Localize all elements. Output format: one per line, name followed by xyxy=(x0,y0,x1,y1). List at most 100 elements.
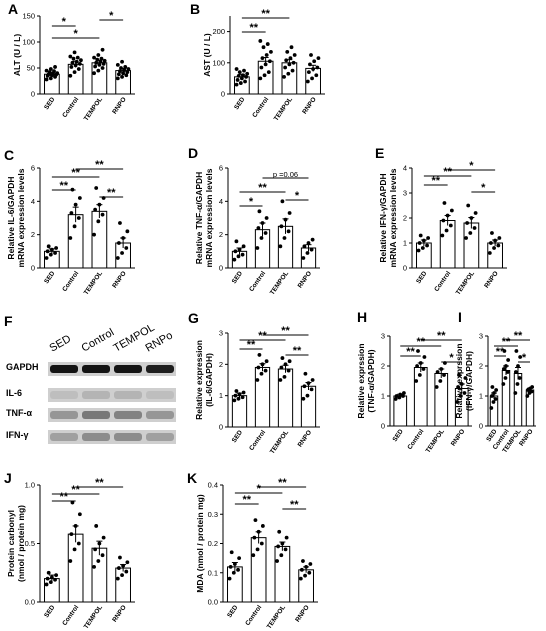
panel-i-data-point xyxy=(493,397,498,401)
panel-c-data-point xyxy=(120,251,124,255)
panel-a: A 0 50 100 150 ALT (U / L) SED Control TEMPOL RNP… xyxy=(8,1,135,122)
panel-g-data-point xyxy=(282,374,287,379)
panel-a-xtick-label: SED xyxy=(43,96,57,111)
panel-k-data-point xyxy=(260,524,265,528)
panel-h-xtick-label: TEMPOL xyxy=(425,428,446,454)
panel-h-sig-label: * xyxy=(449,352,454,364)
panel-b-data-point xyxy=(286,71,291,76)
panel-b-data-point xyxy=(262,73,267,78)
panel-k-data-point xyxy=(303,573,307,578)
panel-i-data-point xyxy=(530,385,535,389)
panel-d-data-point xyxy=(259,236,264,240)
panel-a-data-point xyxy=(76,67,81,71)
panel-a-data-point xyxy=(120,59,124,64)
panel-b-xtick-label: RNPO xyxy=(301,96,318,115)
panel-a-data-point xyxy=(48,76,53,81)
panel-b-data-point xyxy=(312,59,317,64)
panel-e-sig-label: ** xyxy=(431,175,440,187)
panel-g-sig-label: ** xyxy=(281,325,290,337)
panel-d-data-point xyxy=(256,226,261,230)
panel-h-data-point xyxy=(458,394,463,398)
panel-h-xtick-label: Control xyxy=(406,428,425,451)
panel-c-data-point xyxy=(46,244,51,249)
panel-e-data-point xyxy=(472,226,477,230)
blot-column-label: SED xyxy=(48,333,74,355)
panel-a-xtick-label: Control xyxy=(61,96,80,119)
panel-j-sig-label: ** xyxy=(59,491,68,503)
blot-band xyxy=(114,411,142,419)
panel-i-data-point xyxy=(506,358,511,362)
panel-h-data-point xyxy=(455,400,460,404)
panel-h-sig-label: ** xyxy=(416,336,425,348)
panel-g-xtick-label: TEMPOL xyxy=(269,429,290,455)
panel-k-label: K xyxy=(187,470,197,486)
panel-a-data-point xyxy=(96,68,101,73)
panel-b-data-point xyxy=(283,65,288,70)
panel-g-data-point xyxy=(237,392,242,396)
panel-g-xtick-label: Control xyxy=(248,429,267,452)
panel-c-data-point xyxy=(53,251,57,255)
panel-g-data-point xyxy=(306,381,311,386)
panel-j-sig-label: ** xyxy=(71,484,80,496)
panel-g-ytick-label: 0 xyxy=(219,423,223,432)
panel-i-data-point xyxy=(525,394,530,398)
panel-b-data-point xyxy=(236,74,241,78)
panel-e-data-point xyxy=(487,251,492,255)
panel-e-data-point xyxy=(469,216,474,220)
panel-g-data-point xyxy=(309,387,314,392)
panel-h-data-point xyxy=(418,361,423,365)
panel-h-y-title: Relative exprssion(TNF-α/GAPDH) xyxy=(356,343,376,418)
panel-i-sig-label: * xyxy=(522,352,527,364)
panel-e-data-point xyxy=(425,243,429,248)
panel-b-data-point xyxy=(316,56,321,61)
panel-a-data-point xyxy=(122,68,127,72)
panel-i-data-point xyxy=(513,391,518,395)
panel-a-data-point xyxy=(120,74,124,79)
panel-e-data-point xyxy=(442,201,447,205)
panel-b-sig-label: ** xyxy=(249,22,258,34)
panel-d-data-point xyxy=(255,246,260,250)
panel-e-y-title-line: mRNA expression levels xyxy=(388,168,398,267)
panel-b-data-point xyxy=(269,49,273,54)
panel-f-label: F xyxy=(4,313,13,329)
panel-a-data-point xyxy=(115,76,120,81)
panel-g-y-title: Relative expression(IL-6/GAPDH) xyxy=(194,340,214,420)
panel-d-data-point xyxy=(305,251,310,255)
panel-c-ytick-label: 0 xyxy=(31,264,35,273)
panel-b-ytick-label: 100 xyxy=(212,58,225,67)
panel-h-data-point xyxy=(414,379,419,383)
panel-c-data-point xyxy=(68,236,73,240)
blot-lane-strip xyxy=(48,408,176,422)
panel-k-data-point xyxy=(277,529,282,534)
panel-b-data-point xyxy=(288,56,293,61)
panel-e-data-point xyxy=(490,231,494,235)
panel-e-data-point xyxy=(465,221,470,225)
panel-j-ytick-label: 0.0 xyxy=(25,598,35,607)
panel-h-data-point xyxy=(442,373,446,377)
panel-g-bar-rnpo xyxy=(300,385,317,428)
panel-k-data-point xyxy=(253,518,258,522)
panel-a-data-point xyxy=(94,60,99,65)
panel-i-data-point xyxy=(501,367,506,371)
panel-k-data-point xyxy=(284,535,289,540)
panel-i-sig-label: ** xyxy=(502,336,511,348)
panel-h-label: H xyxy=(357,309,367,325)
panel-h-sig-label: ** xyxy=(406,346,415,358)
panel-k-data-point xyxy=(237,556,242,561)
panel-b-data-point xyxy=(258,39,263,43)
panel-d-data-point xyxy=(278,244,283,249)
panel-d-data-point xyxy=(309,247,314,252)
panel-j-xtick-label: Control xyxy=(61,604,80,627)
panel-h-data-point xyxy=(421,367,426,371)
panel-j-data-point xyxy=(100,553,105,558)
panel-k-data-point xyxy=(301,559,305,563)
panel-d-data-point xyxy=(306,241,311,245)
panel-d-data-point xyxy=(280,199,285,204)
panel-c-data-point xyxy=(49,247,54,252)
panel-k-data-point xyxy=(255,547,260,552)
panel-i-data-point xyxy=(517,376,522,380)
panel-j-data-point xyxy=(125,560,130,565)
panel-a-xtick-label: TEMPOL xyxy=(83,96,104,122)
panel-k-data-point xyxy=(236,567,240,572)
